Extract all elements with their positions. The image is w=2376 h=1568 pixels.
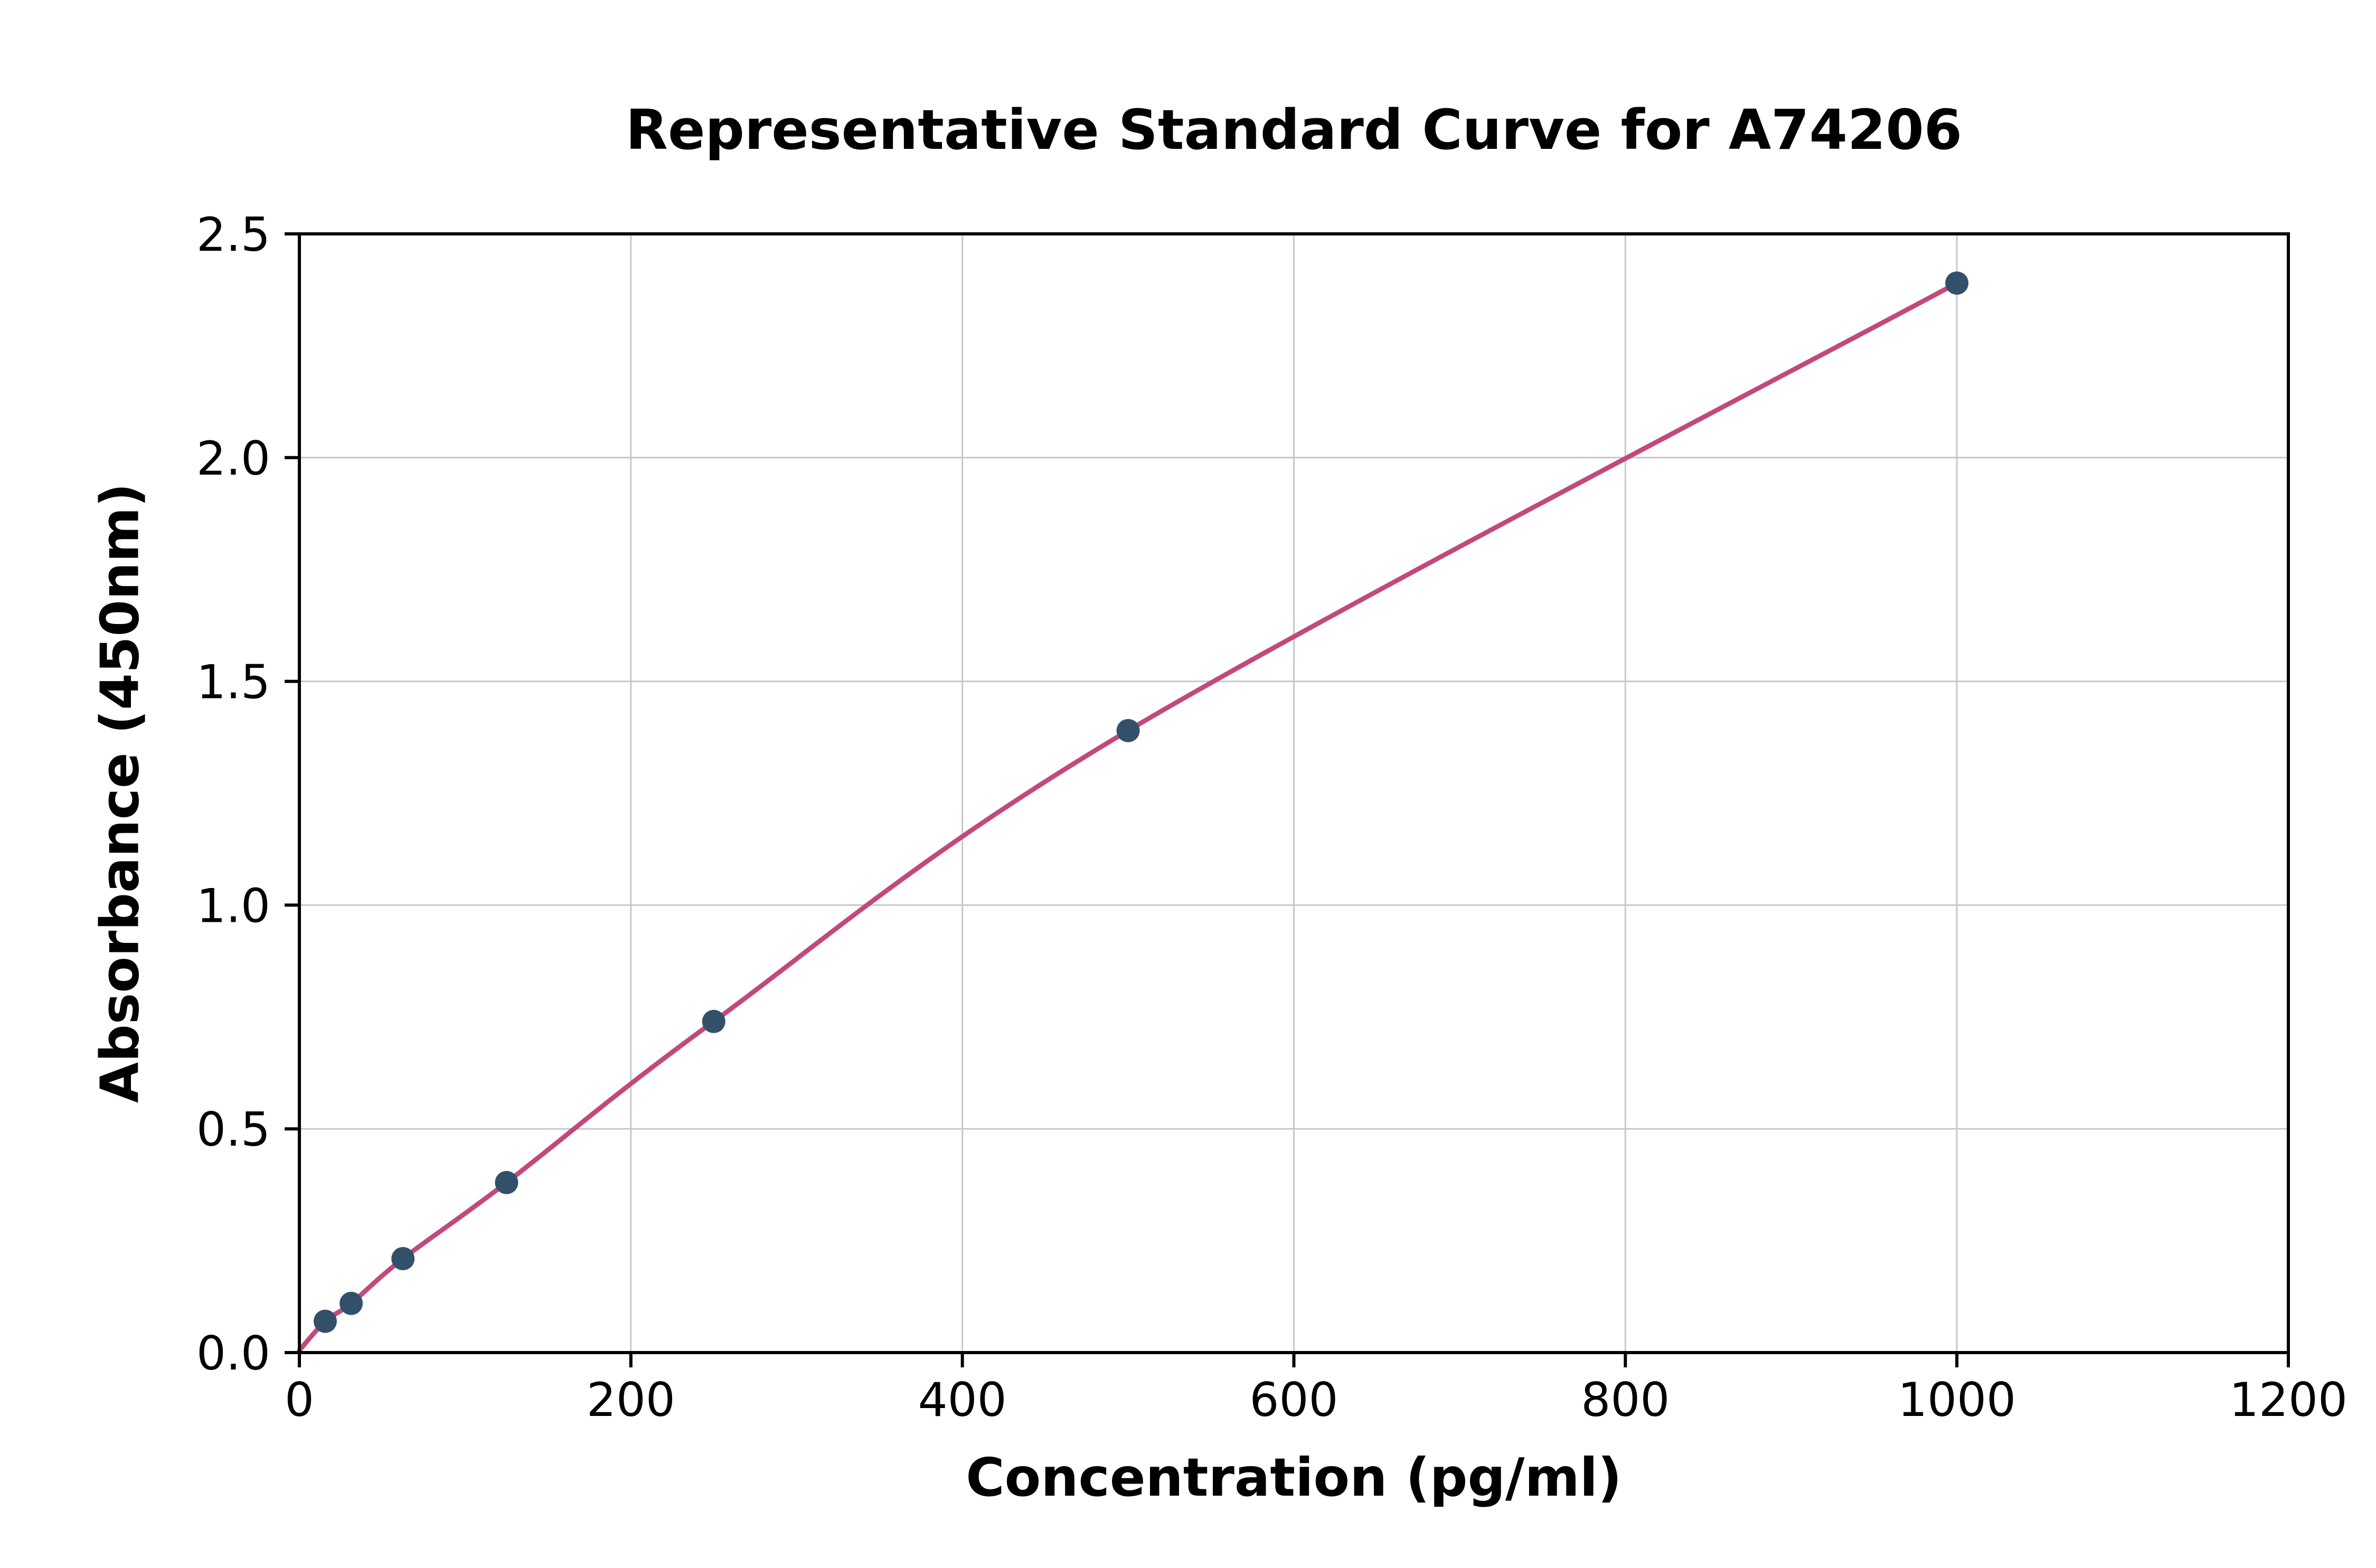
x-axis-label: Concentration (pg/ml) — [966, 1447, 1622, 1508]
y-tick-label: 0.5 — [196, 1102, 270, 1157]
x-tick-label: 0 — [285, 1373, 314, 1427]
data-point — [313, 1309, 337, 1333]
x-tick-label: 200 — [587, 1373, 675, 1427]
y-tick-label: 0.0 — [196, 1326, 270, 1381]
y-tick-label: 2.5 — [196, 207, 270, 262]
x-tick-label: 1200 — [2229, 1373, 2347, 1427]
x-tick-label: 1000 — [1898, 1373, 2016, 1427]
x-tick-label: 600 — [1250, 1373, 1338, 1427]
y-tick-label: 1.0 — [196, 879, 270, 933]
y-tick-label: 2.0 — [196, 431, 270, 486]
x-tick-label: 800 — [1581, 1373, 1670, 1427]
x-tick-label: 400 — [918, 1373, 1007, 1427]
data-point — [340, 1291, 363, 1315]
data-point — [391, 1247, 415, 1271]
y-tick-label: 1.5 — [196, 655, 270, 710]
data-point — [1116, 719, 1140, 742]
data-point — [495, 1170, 518, 1194]
data-point — [1945, 271, 1969, 295]
data-point — [702, 1009, 725, 1033]
standard-curve-line — [297, 280, 1959, 1353]
chart-title: Representative Standard Curve for A74206 — [625, 98, 1963, 162]
